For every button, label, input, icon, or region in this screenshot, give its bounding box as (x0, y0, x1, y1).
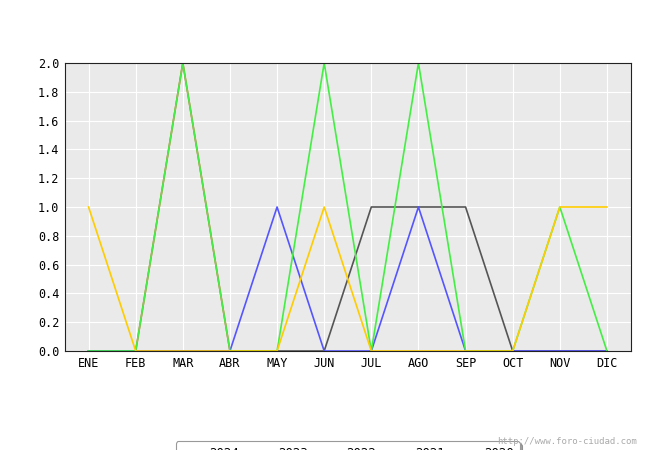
2024 (179, 60, 187, 66)
Legend: 2024, 2023, 2022, 2021, 2020: 2024, 2023, 2022, 2021, 2020 (176, 441, 520, 450)
2021 (603, 348, 611, 354)
2023 (273, 348, 281, 354)
2020 (415, 348, 422, 354)
2023 (367, 204, 375, 210)
2021 (509, 348, 517, 354)
2022 (556, 348, 564, 354)
2023 (415, 204, 422, 210)
2023 (179, 348, 187, 354)
2023 (462, 204, 469, 210)
2020 (462, 348, 469, 354)
Text: Matriculaciones de Vehiculos en San Martín de Oscos: Matriculaciones de Vehiculos en San Mart… (79, 13, 571, 28)
2021 (462, 348, 469, 354)
2022 (603, 348, 611, 354)
2021 (367, 348, 375, 354)
2023 (84, 348, 92, 354)
2023 (226, 348, 234, 354)
2021 (320, 60, 328, 66)
2021 (179, 60, 187, 66)
2021 (273, 348, 281, 354)
2021 (415, 60, 422, 66)
2023 (603, 348, 611, 354)
2020 (556, 204, 564, 210)
2020 (603, 204, 611, 210)
2020 (179, 348, 187, 354)
2023 (132, 348, 140, 354)
Line: 2020: 2020 (88, 207, 607, 351)
2022 (226, 348, 234, 354)
Text: http://www.foro-ciudad.com: http://www.foro-ciudad.com (497, 436, 637, 446)
2022 (415, 204, 422, 210)
2021 (556, 204, 564, 210)
Line: 2024: 2024 (88, 63, 230, 351)
2020 (132, 348, 140, 354)
2022 (320, 348, 328, 354)
Line: 2023: 2023 (88, 207, 607, 351)
2024 (132, 348, 140, 354)
2022 (367, 348, 375, 354)
2021 (226, 348, 234, 354)
2020 (226, 348, 234, 354)
2023 (320, 348, 328, 354)
2022 (84, 348, 92, 354)
Line: 2021: 2021 (88, 63, 607, 351)
2020 (273, 348, 281, 354)
2024 (84, 348, 92, 354)
2022 (509, 348, 517, 354)
2022 (179, 348, 187, 354)
2020 (320, 204, 328, 210)
2020 (367, 348, 375, 354)
2023 (556, 348, 564, 354)
2022 (462, 348, 469, 354)
2024 (226, 348, 234, 354)
2021 (84, 348, 92, 354)
2020 (84, 204, 92, 210)
2023 (509, 348, 517, 354)
2020 (509, 348, 517, 354)
2021 (132, 348, 140, 354)
2022 (132, 348, 140, 354)
2022 (273, 204, 281, 210)
Line: 2022: 2022 (88, 207, 607, 351)
